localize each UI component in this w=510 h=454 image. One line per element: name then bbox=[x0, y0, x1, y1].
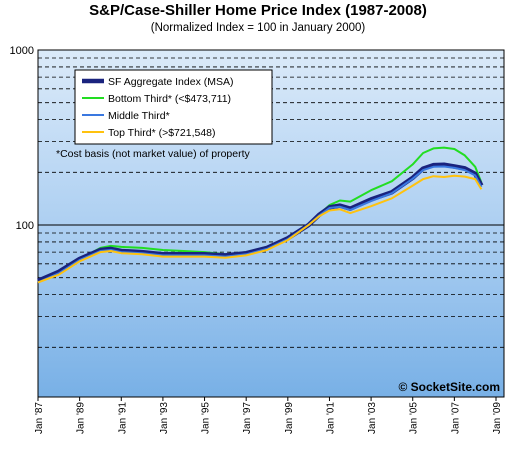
x-tick-label: Jan '05 bbox=[409, 402, 420, 434]
series-line-top-third bbox=[37, 174, 483, 284]
x-tick-label: Jan '97 bbox=[242, 402, 253, 434]
legend-entry: SF Aggregate Index (MSA) bbox=[108, 76, 233, 88]
x-tick-label: Jan '03 bbox=[367, 402, 378, 434]
legend-entry: Top Third* (>$721,548) bbox=[108, 127, 216, 139]
x-tick-label: Jan '01 bbox=[325, 402, 336, 434]
x-tick-label: Jan '99 bbox=[284, 402, 295, 434]
y-tick-label: 100 bbox=[16, 220, 34, 232]
legend-box bbox=[74, 69, 273, 145]
y-axis-ticks: 100 1000 bbox=[10, 45, 34, 232]
x-tick-label: Jan '91 bbox=[117, 402, 128, 434]
x-tick-label: Jan '89 bbox=[76, 402, 87, 434]
chart-title: S&P/Case-Shiller Home Price Index (1987-… bbox=[89, 2, 427, 19]
x-tick-label: Jan '93 bbox=[159, 402, 170, 434]
chart-subtitle: (Normalized Index = 100 in January 2000) bbox=[151, 22, 366, 34]
y-tick-label: 1000 bbox=[10, 45, 34, 57]
series-lines bbox=[37, 146, 484, 284]
watermark: © SocketSite.com bbox=[398, 380, 500, 394]
x-axis-ticks: Jan '87 Jan '89 Jan '91 Jan '93 Jan '95 Jan '… bbox=[34, 397, 503, 434]
legend: SF Aggregate Index (MSA) Bottom Third* (<… bbox=[74, 69, 273, 145]
legend-entry: Middle Third* bbox=[108, 110, 170, 122]
x-tick-label: Jan '87 bbox=[34, 402, 45, 434]
x-tick-label: Jan '07 bbox=[450, 402, 461, 434]
legend-entry: Bottom Third* (<$473,711) bbox=[108, 93, 231, 105]
cost-basis-note: *Cost basis (not market value) of proper… bbox=[56, 148, 250, 160]
x-tick-label: Jan '09 bbox=[492, 402, 503, 434]
x-tick-label: Jan '95 bbox=[201, 402, 212, 434]
